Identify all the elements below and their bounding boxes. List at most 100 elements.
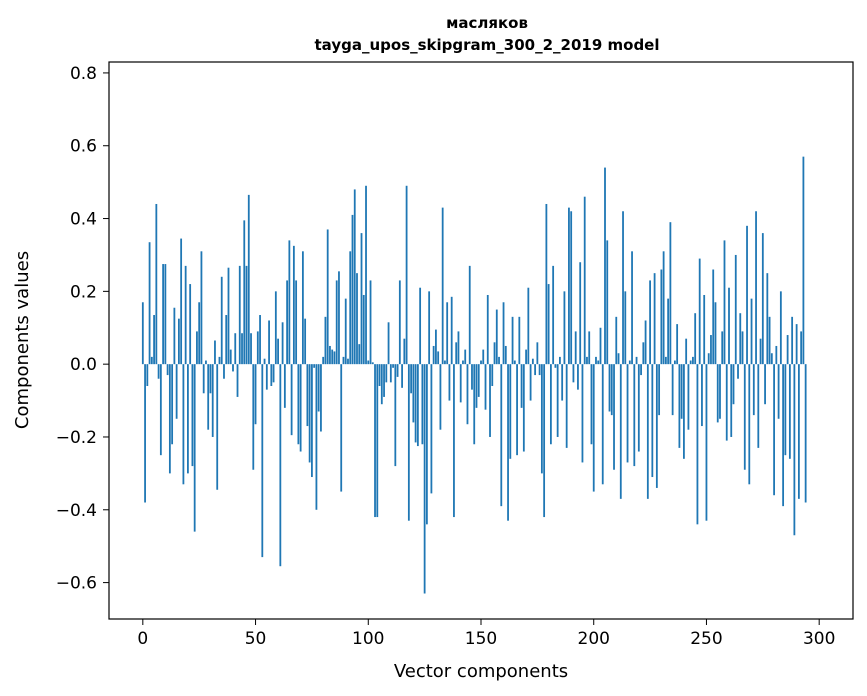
bar xyxy=(495,309,498,365)
bar xyxy=(719,364,721,419)
bar xyxy=(313,364,316,368)
bar xyxy=(435,329,437,365)
bar xyxy=(410,364,413,394)
bar xyxy=(450,296,453,365)
bar xyxy=(739,313,742,365)
bar xyxy=(723,240,726,365)
bar xyxy=(184,265,187,365)
bar xyxy=(349,251,352,365)
bar xyxy=(540,364,543,474)
bar xyxy=(640,364,642,376)
bar xyxy=(491,364,494,386)
bar xyxy=(281,322,284,365)
bar xyxy=(162,264,165,365)
bar xyxy=(320,364,322,432)
bar xyxy=(459,364,462,403)
bar xyxy=(283,364,286,408)
bar xyxy=(150,356,153,365)
bar xyxy=(667,298,670,365)
bar xyxy=(367,360,370,365)
bar xyxy=(662,251,665,365)
bar xyxy=(642,342,645,365)
bar xyxy=(764,364,766,405)
bar xyxy=(595,356,597,365)
bar xyxy=(475,364,478,408)
bar xyxy=(694,313,697,365)
bar xyxy=(669,222,672,365)
bar xyxy=(180,238,183,365)
bar xyxy=(748,364,751,485)
bar xyxy=(604,167,606,365)
bar xyxy=(484,364,487,410)
bar xyxy=(619,364,622,499)
bar xyxy=(531,358,534,365)
bar xyxy=(522,364,525,452)
bar xyxy=(268,320,270,365)
bar xyxy=(775,345,778,365)
bar xyxy=(338,271,340,365)
bar xyxy=(182,364,185,485)
bar xyxy=(292,245,295,365)
bar xyxy=(507,364,509,521)
bar xyxy=(637,364,640,452)
bar xyxy=(689,360,692,365)
bar xyxy=(610,364,613,416)
bar xyxy=(175,364,178,419)
bar xyxy=(793,364,796,536)
bar xyxy=(552,265,555,365)
bar xyxy=(556,364,559,437)
bar xyxy=(520,364,523,408)
bar xyxy=(707,353,710,365)
bar xyxy=(572,364,575,383)
bar xyxy=(223,364,225,379)
bar xyxy=(369,280,372,365)
bar xyxy=(272,364,275,383)
bar xyxy=(741,331,744,365)
bar xyxy=(297,364,300,445)
bar xyxy=(721,331,724,365)
bar xyxy=(250,333,252,365)
bar xyxy=(324,316,327,365)
bar xyxy=(466,364,469,425)
bar xyxy=(701,364,703,427)
bar xyxy=(655,364,658,488)
bar xyxy=(279,364,282,567)
bar xyxy=(347,358,349,365)
bar xyxy=(680,364,683,419)
bars-group xyxy=(141,156,807,594)
bar xyxy=(746,225,748,365)
bar xyxy=(202,364,205,394)
bar xyxy=(340,364,343,492)
bar xyxy=(518,316,521,365)
bar xyxy=(416,364,419,447)
bar xyxy=(331,349,334,365)
bar xyxy=(802,156,805,365)
bar xyxy=(193,364,196,532)
bar xyxy=(243,220,246,365)
bar xyxy=(568,207,570,365)
bar xyxy=(211,364,214,437)
bar xyxy=(376,364,379,518)
bar xyxy=(252,364,255,470)
bar xyxy=(301,251,304,365)
bar xyxy=(432,345,435,365)
x-axis-ticks: 0 50 100 150 200 250 300 xyxy=(137,619,835,649)
bar xyxy=(141,302,144,365)
bar xyxy=(295,280,298,365)
bar xyxy=(419,287,422,365)
bar xyxy=(171,364,174,445)
bar xyxy=(692,356,694,365)
bar xyxy=(525,349,527,365)
bar xyxy=(177,318,180,365)
bar xyxy=(148,242,151,365)
bar xyxy=(635,356,638,365)
bar xyxy=(371,362,374,365)
bar xyxy=(608,364,611,412)
bar xyxy=(658,364,661,416)
bar xyxy=(159,364,162,456)
bar xyxy=(403,338,406,365)
bar xyxy=(394,364,397,467)
y-tick-label: −0.2 xyxy=(56,428,97,448)
bar xyxy=(714,302,717,365)
bar xyxy=(570,211,573,365)
